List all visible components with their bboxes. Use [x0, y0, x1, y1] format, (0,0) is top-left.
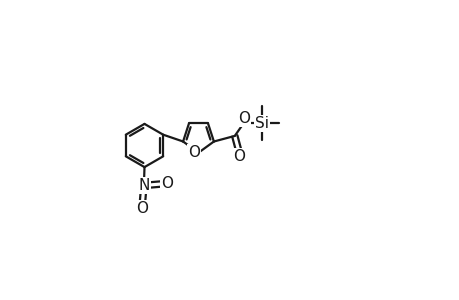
Text: O: O [161, 176, 173, 191]
Text: O: O [136, 201, 148, 216]
Text: O: O [232, 149, 245, 164]
Text: N: N [138, 178, 149, 193]
Text: Si: Si [254, 116, 269, 131]
Text: O: O [187, 145, 199, 160]
Text: O: O [237, 111, 249, 126]
